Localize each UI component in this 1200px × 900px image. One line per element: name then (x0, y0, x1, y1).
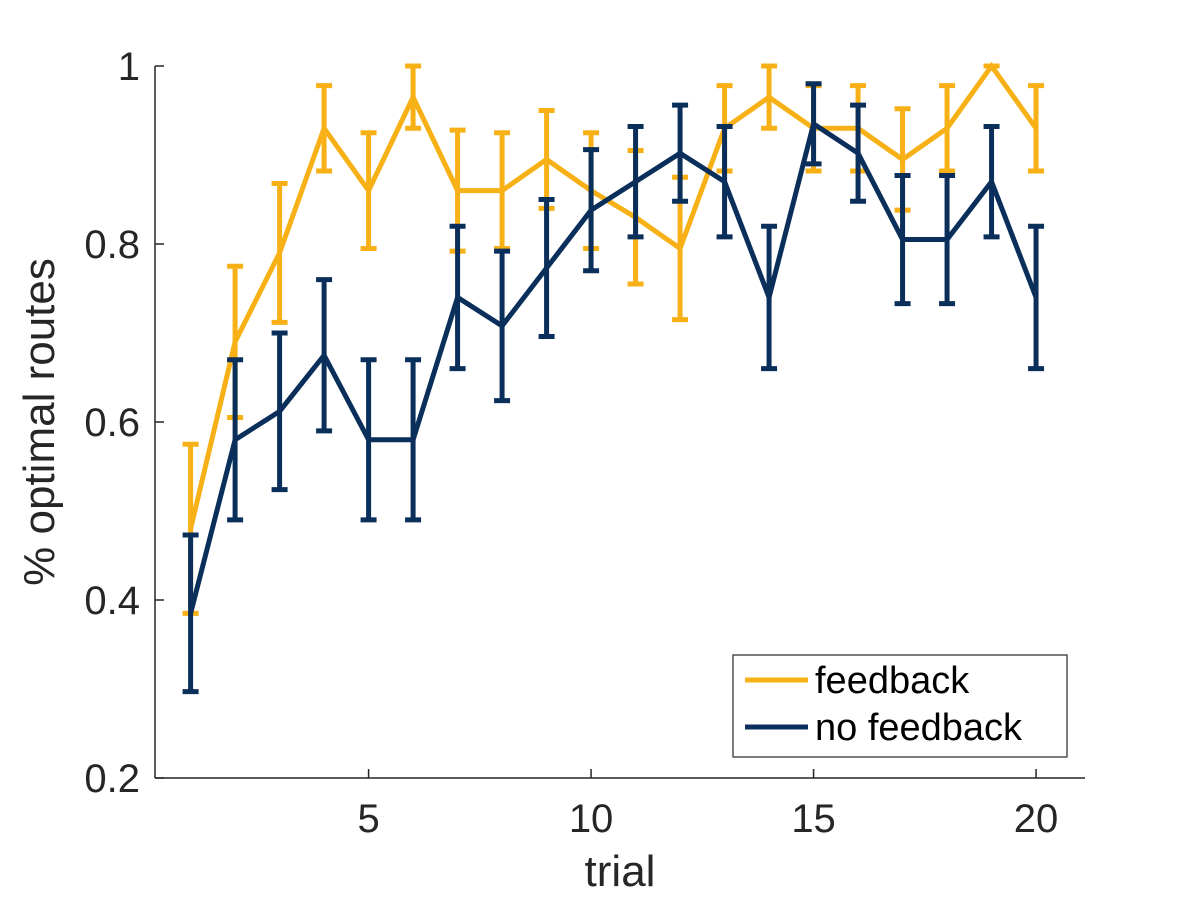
x-tick-label: 5 (357, 797, 379, 841)
legend: feedback no feedback (732, 654, 1068, 758)
series-no-feedback (182, 81, 1045, 695)
series-feedback (182, 61, 1045, 616)
y-axis-label: % optimal routes (15, 258, 64, 586)
y-tick-label: 0.4 (84, 579, 140, 623)
series-line-no-feedback (188, 119, 1039, 614)
y-tick-label: 1 (118, 45, 140, 89)
y-tick-label: 0.6 (84, 401, 140, 445)
legend-label-feedback: feedback (815, 660, 970, 702)
x-tick-label: 10 (569, 797, 614, 841)
x-tick-label: 20 (1014, 797, 1059, 841)
y-tick-label: 0.8 (84, 223, 140, 267)
x-tick-label: 15 (791, 797, 836, 841)
plot-area (182, 61, 1045, 695)
y-tick-label: 0.2 (84, 757, 140, 801)
ticks: 5 10 15 20 0.2 0.4 0.6 0.8 1 (84, 45, 1058, 841)
legend-label-no-feedback: no feedback (815, 707, 1023, 749)
series-line-feedback (188, 61, 1039, 530)
legend-box (732, 654, 1068, 758)
x-axis-label: trial (585, 847, 656, 896)
